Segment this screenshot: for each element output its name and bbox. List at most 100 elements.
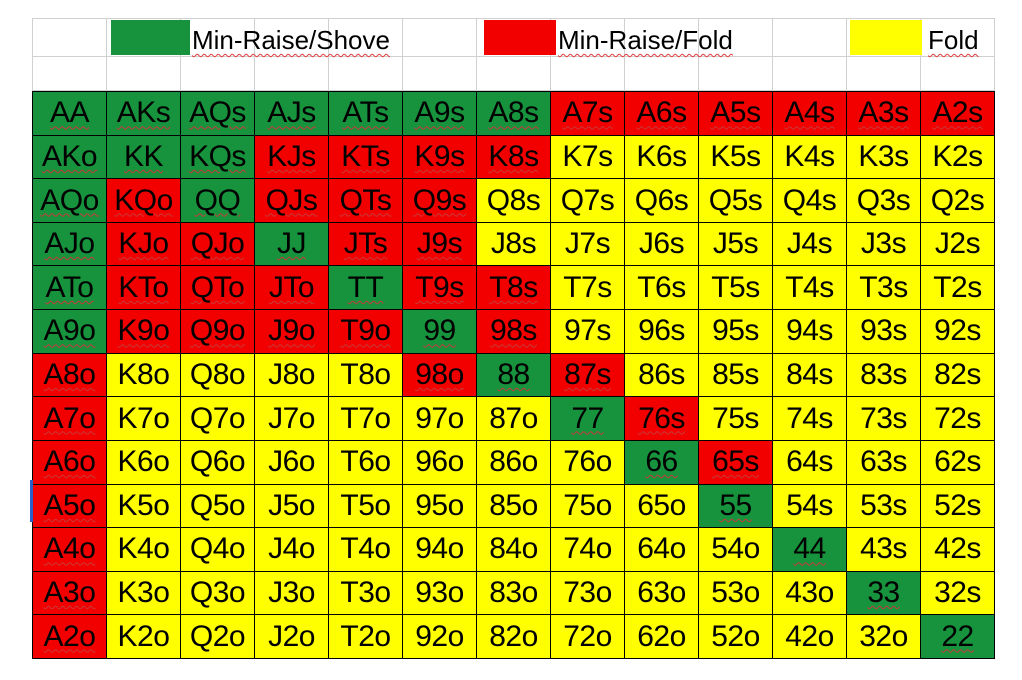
hand-cell-96o[interactable]: 96o	[403, 440, 477, 485]
hand-cell-TT[interactable]: TT	[329, 266, 403, 311]
hand-cell-J6o[interactable]: J6o	[255, 440, 329, 485]
hand-cell-K4o[interactable]: K4o	[107, 528, 181, 572]
hand-cell-J3s[interactable]: J3s	[847, 222, 921, 267]
hand-cell-88[interactable]: 88	[477, 353, 551, 398]
hand-cell-KJo[interactable]: KJo	[107, 222, 181, 267]
hand-cell-J7o[interactable]: J7o	[255, 397, 329, 441]
hand-cell-83o[interactable]: 83o	[477, 571, 551, 616]
hand-cell-AA[interactable]: AA	[33, 92, 107, 136]
hand-cell-Q5s[interactable]: Q5s	[699, 179, 773, 223]
hand-cell-A4s[interactable]: A4s	[773, 92, 847, 136]
hand-cell-65o[interactable]: 65o	[625, 484, 699, 529]
hand-cell-JTo[interactable]: JTo	[255, 266, 329, 311]
hand-cell-T7o[interactable]: T7o	[329, 397, 403, 441]
hand-cell-T5s[interactable]: T5s	[699, 266, 773, 311]
hand-cell-97s[interactable]: 97s	[551, 310, 625, 354]
hand-cell-QTs[interactable]: QTs	[329, 179, 403, 223]
hand-cell-Q4s[interactable]: Q4s	[773, 179, 847, 223]
hand-cell-K2o[interactable]: K2o	[107, 615, 181, 659]
hand-cell-54o[interactable]: 54o	[699, 528, 773, 572]
hand-cell-K9s[interactable]: K9s	[403, 135, 477, 180]
hand-cell-K8s[interactable]: K8s	[477, 135, 551, 180]
hand-cell-87s[interactable]: 87s	[551, 353, 625, 398]
hand-cell-K6s[interactable]: K6s	[625, 135, 699, 180]
hand-cell-T3o[interactable]: T3o	[329, 571, 403, 616]
hand-cell-62o[interactable]: 62o	[625, 615, 699, 659]
hand-cell-J2s[interactable]: J2s	[921, 222, 995, 267]
hand-cell-T2o[interactable]: T2o	[329, 615, 403, 659]
hand-cell-85o[interactable]: 85o	[477, 484, 551, 529]
hand-cell-AKs[interactable]: AKs	[107, 92, 181, 136]
spreadsheet-area[interactable]: Min-Raise/Shove Min-Raise/Fold Fold AA AK…	[32, 18, 995, 659]
hand-cell-A5o[interactable]: A5o	[33, 484, 107, 529]
hand-cell-T3s[interactable]: T3s	[847, 266, 921, 311]
hand-cell-A2o[interactable]: A2o	[33, 615, 107, 659]
hand-cell-J9o[interactable]: J9o	[255, 310, 329, 354]
hand-cell-J8o[interactable]: J8o	[255, 353, 329, 398]
hand-cell-QJo[interactable]: QJo	[181, 222, 255, 267]
hand-cell-54s[interactable]: 54s	[773, 484, 847, 529]
hand-cell-AQs[interactable]: AQs	[181, 92, 255, 136]
hand-cell-ATs[interactable]: ATs	[329, 92, 403, 136]
hand-cell-82s[interactable]: 82s	[921, 353, 995, 398]
hand-cell-K7o[interactable]: K7o	[107, 397, 181, 441]
hand-cell-Q7s[interactable]: Q7s	[551, 179, 625, 223]
hand-cell-74s[interactable]: 74s	[773, 397, 847, 441]
hand-cell-86s[interactable]: 86s	[625, 353, 699, 398]
hand-cell-K6o[interactable]: K6o	[107, 440, 181, 485]
hand-cell-A8o[interactable]: A8o	[33, 353, 107, 398]
hand-cell-T2s[interactable]: T2s	[921, 266, 995, 311]
hand-cell-Q5o[interactable]: Q5o	[181, 484, 255, 529]
hand-cell-Q2o[interactable]: Q2o	[181, 615, 255, 659]
hand-cell-53o[interactable]: 53o	[699, 571, 773, 616]
hand-cell-94o[interactable]: 94o	[403, 528, 477, 572]
hand-cell-K8o[interactable]: K8o	[107, 353, 181, 398]
hand-cell-32o[interactable]: 32o	[847, 615, 921, 659]
hand-cell-A5s[interactable]: A5s	[699, 92, 773, 136]
hand-cell-K3s[interactable]: K3s	[847, 135, 921, 180]
hand-cell-96s[interactable]: 96s	[625, 310, 699, 354]
hand-cell-52s[interactable]: 52s	[921, 484, 995, 529]
hand-cell-A7o[interactable]: A7o	[33, 397, 107, 441]
hand-cell-T7s[interactable]: T7s	[551, 266, 625, 311]
hand-cell-92s[interactable]: 92s	[921, 310, 995, 354]
hand-cell-T4o[interactable]: T4o	[329, 528, 403, 572]
hand-cell-J4s[interactable]: J4s	[773, 222, 847, 267]
hand-cell-63s[interactable]: 63s	[847, 440, 921, 485]
hand-cell-A6s[interactable]: A6s	[625, 92, 699, 136]
hand-cell-Q9o[interactable]: Q9o	[181, 310, 255, 354]
hand-cell-QQ[interactable]: QQ	[181, 179, 255, 223]
hand-cell-K9o[interactable]: K9o	[107, 310, 181, 354]
hand-cell-K3o[interactable]: K3o	[107, 571, 181, 616]
hand-cell-Q9s[interactable]: Q9s	[403, 179, 477, 223]
hand-cell-95o[interactable]: 95o	[403, 484, 477, 529]
hand-cell-63o[interactable]: 63o	[625, 571, 699, 616]
hand-cell-QTo[interactable]: QTo	[181, 266, 255, 311]
hand-cell-QJs[interactable]: QJs	[255, 179, 329, 223]
hand-cell-A6o[interactable]: A6o	[33, 440, 107, 485]
hand-cell-97o[interactable]: 97o	[403, 397, 477, 441]
hand-cell-J9s[interactable]: J9s	[403, 222, 477, 267]
hand-cell-86o[interactable]: 86o	[477, 440, 551, 485]
hand-cell-J6s[interactable]: J6s	[625, 222, 699, 267]
hand-cell-75s[interactable]: 75s	[699, 397, 773, 441]
hand-cell-62s[interactable]: 62s	[921, 440, 995, 485]
hand-cell-84o[interactable]: 84o	[477, 528, 551, 572]
hand-cell-J7s[interactable]: J7s	[551, 222, 625, 267]
hand-cell-77[interactable]: 77	[551, 397, 625, 441]
hand-cell-T9o[interactable]: T9o	[329, 310, 403, 354]
hand-cell-64o[interactable]: 64o	[625, 528, 699, 572]
hand-cell-92o[interactable]: 92o	[403, 615, 477, 659]
hand-cell-A2s[interactable]: A2s	[921, 92, 995, 136]
hand-cell-55[interactable]: 55	[699, 484, 773, 529]
hand-cell-Q6o[interactable]: Q6o	[181, 440, 255, 485]
hand-cell-K4s[interactable]: K4s	[773, 135, 847, 180]
hand-cell-42s[interactable]: 42s	[921, 528, 995, 572]
hand-cell-74o[interactable]: 74o	[551, 528, 625, 572]
hand-cell-A7s[interactable]: A7s	[551, 92, 625, 136]
hand-cell-J3o[interactable]: J3o	[255, 571, 329, 616]
hand-cell-95s[interactable]: 95s	[699, 310, 773, 354]
hand-cell-J2o[interactable]: J2o	[255, 615, 329, 659]
hand-cell-83s[interactable]: 83s	[847, 353, 921, 398]
hand-cell-KQo[interactable]: KQo	[107, 179, 181, 223]
